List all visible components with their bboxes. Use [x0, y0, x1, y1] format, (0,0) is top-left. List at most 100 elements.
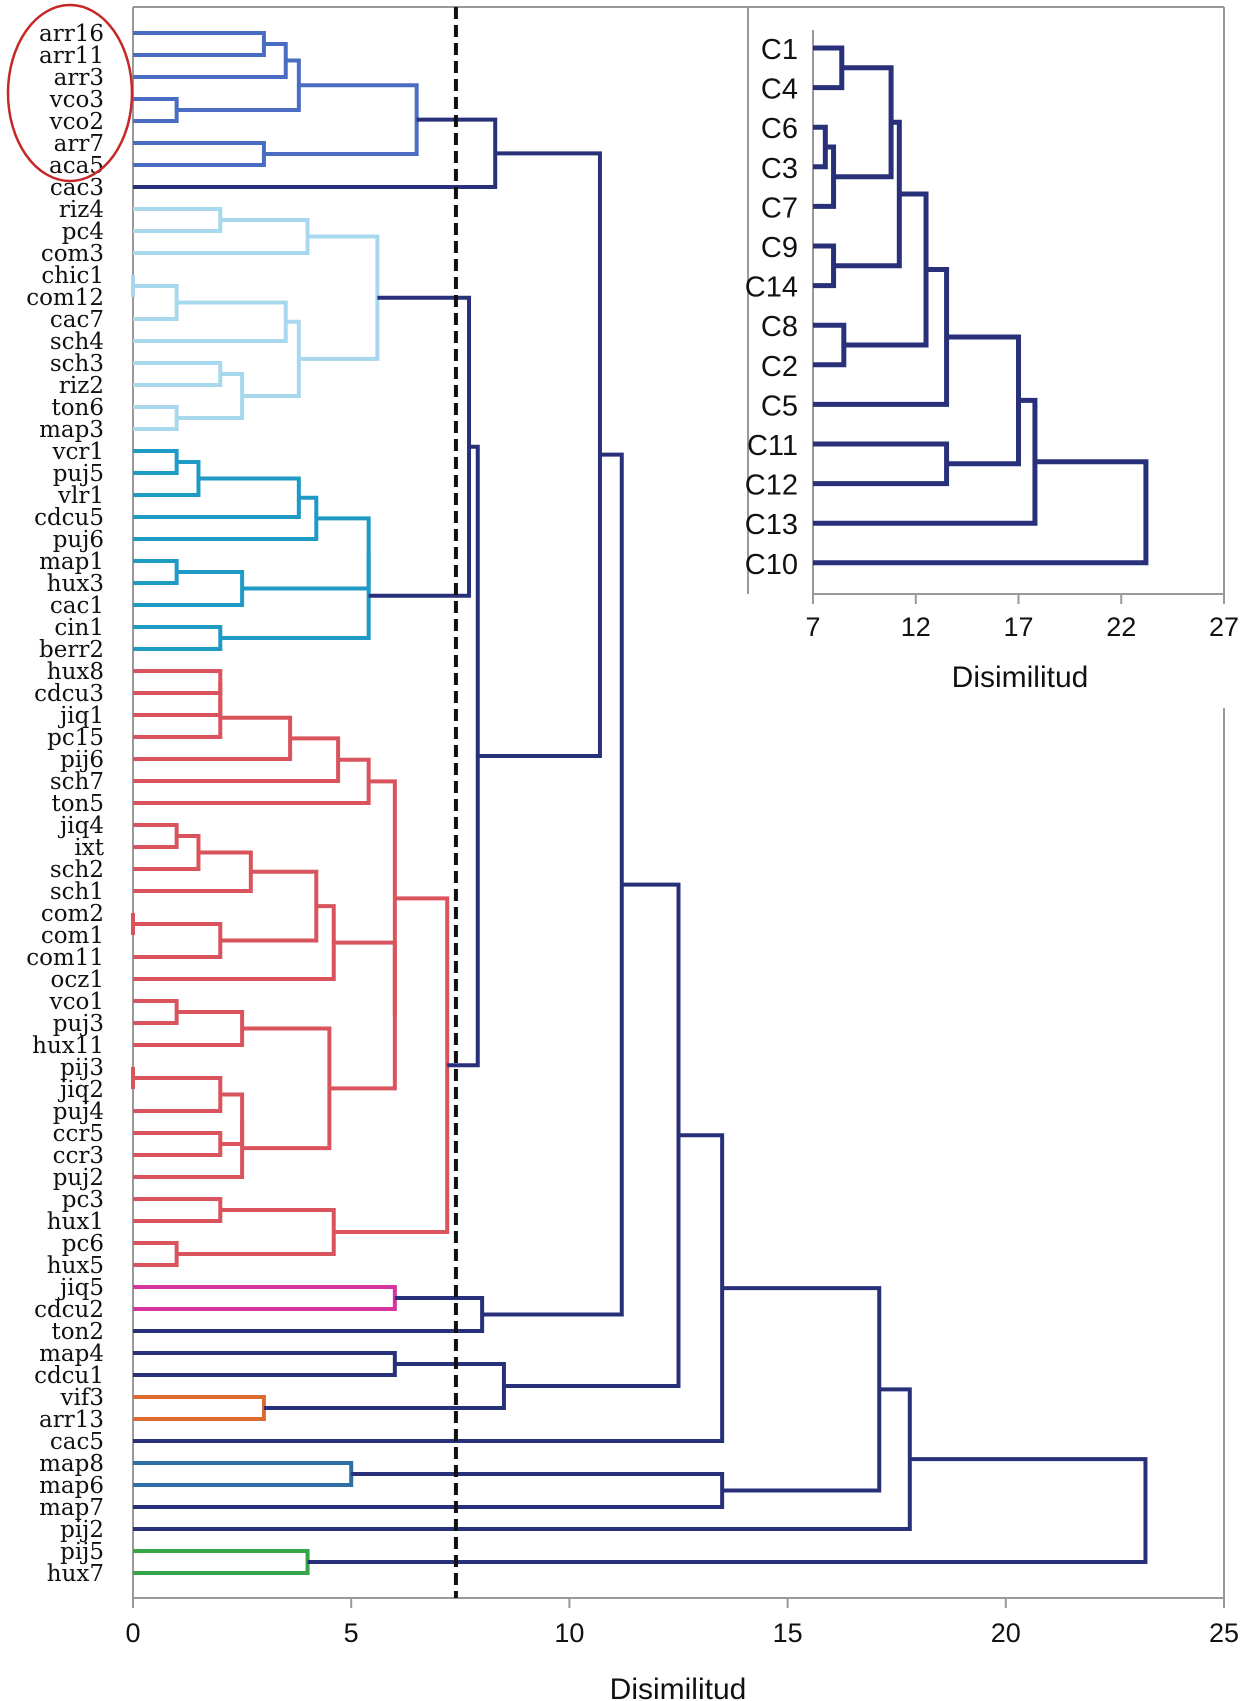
main-link-m7-m55 — [477, 151, 602, 758]
main-leaf-label-vco3: vco3 — [49, 87, 104, 113]
main-link-m28-jiq1 — [133, 682, 223, 717]
main-tick-label-25: 25 — [1209, 1618, 1239, 1648]
main-leaf-label-ton6: ton6 — [51, 395, 104, 421]
main-link-ccr5-ccr3 — [133, 1131, 223, 1157]
main-link-m64-m66 — [722, 1286, 882, 1493]
main-link-m12-m15 — [242, 319, 301, 398]
main-link-m36-m38 — [220, 869, 319, 943]
main-leaf-label-cac1: cac1 — [50, 593, 104, 619]
inset-leaf-label-C8: C8 — [761, 311, 798, 343]
main-link-jiq5-cdcu2 — [133, 1285, 397, 1311]
main-link-m13-m14 — [176, 372, 245, 420]
inset-leaf-labels: C1 C4 C6 C3 C7 C9 C14 C8 C2 C5 C11 C12 C13 C10 — [745, 34, 798, 581]
main-leaf-label-map3: map3 — [39, 417, 104, 443]
main-tick-label-15: 15 — [773, 1618, 803, 1648]
main-leaf-label-cdcu5: cdcu5 — [34, 505, 104, 531]
main-leaf-label-cin1: cin1 — [54, 615, 104, 641]
inset-leaf-label-C11: C11 — [747, 430, 798, 462]
main-leaf-label-jiq5: jiq5 — [57, 1275, 104, 1301]
main-link-map1-hux3 — [133, 559, 179, 585]
main-leaf-label-com3: com3 — [41, 241, 104, 267]
main-leaf-label-ton2: ton2 — [51, 1319, 104, 1345]
main-leaf-label-hux1: hux1 — [47, 1209, 104, 1235]
main-leaf-label-pc15: pc15 — [47, 725, 104, 751]
main-link-m57-ton2 — [133, 1296, 485, 1333]
main-leaf-label-map6: map6 — [39, 1473, 104, 1499]
main-leaf-label-vcr1: vcr1 — [51, 439, 104, 465]
main-leaf-label-cac5: cac5 — [50, 1429, 104, 1455]
inset-dendrogram-links — [813, 45, 1149, 566]
main-tick-label-5: 5 — [344, 1618, 359, 1648]
main-leaf-label-jiq4: jiq4 — [57, 813, 104, 839]
main-leaf-label-pc3: pc3 — [62, 1187, 104, 1213]
main-leaf-label-sch7: sch7 — [50, 769, 104, 795]
main-link-m29-pc15 — [133, 698, 223, 739]
main-leaf-labels: arr16arr11arr3vco3vco2arr7aca5cac3riz4pc… — [26, 21, 105, 1587]
main-leaf-label-ccr3: ccr3 — [53, 1143, 104, 1169]
main-link-m2-m3 — [176, 58, 301, 112]
main-leaf-label-vif3: vif3 — [60, 1385, 105, 1411]
main-leaf-label-map4: map4 — [39, 1341, 104, 1367]
main-leaf-label-arr16: arr16 — [39, 21, 104, 47]
main-link-m33-m49 — [368, 779, 397, 1016]
inset-leaf-label-C6: C6 — [761, 113, 798, 145]
main-leaf-label-com2: com2 — [41, 901, 104, 927]
main-leaf-label-puj6: puj6 — [53, 527, 104, 553]
inset-link-m12-C10 — [813, 459, 1149, 566]
main-link-vco1-puj3 — [133, 999, 179, 1025]
main-leaf-label-hux11: hux11 — [32, 1033, 104, 1059]
main-leaf-label-sch4: sch4 — [50, 329, 104, 355]
main-link-vif3-arr13 — [133, 1395, 266, 1421]
main-link-m19-cdcu5 — [133, 476, 301, 519]
inset-leaf-label-C10: C10 — [745, 549, 798, 581]
main-leaf-label-pij5: pij5 — [60, 1539, 104, 1565]
main-link-m27-m54 — [447, 444, 480, 1068]
main-leaf-label-hux8: hux8 — [47, 659, 104, 685]
main-link-m60-m61 — [263, 1362, 506, 1410]
highlight-ellipse — [6, 3, 134, 183]
inset-tick-label-17: 17 — [1003, 612, 1033, 642]
main-leaf-label-sch3: sch3 — [50, 351, 104, 377]
main-leaf-label-com11: com11 — [26, 945, 104, 971]
main-leaf-label-cdcu1: cdcu1 — [34, 1363, 104, 1389]
main-link-m44-m45 — [220, 1092, 245, 1146]
inset-leaf-label-C14: C14 — [745, 272, 798, 304]
main-x-ticks: 0 5 10 15 20 25 — [125, 1598, 1239, 1648]
main-link-pc6-hux5 — [133, 1241, 179, 1267]
main-leaf-label-vlr1: vlr1 — [57, 483, 104, 509]
main-link-m42-m47 — [242, 1026, 332, 1151]
main-link-pc3-hux1 — [133, 1197, 223, 1223]
main-link-m59-m62 — [503, 882, 681, 1388]
main-leaf-label-com1: com1 — [41, 923, 104, 949]
main-leaf-label-puj4: puj4 — [53, 1099, 104, 1125]
main-link-arr16-arr11 — [133, 31, 266, 57]
main-link-m18-vlr1 — [133, 460, 201, 497]
inset-tick-label-12: 12 — [901, 612, 931, 642]
main-leaf-label-map7: map7 — [39, 1495, 104, 1521]
inset-leaf-label-C3: C3 — [761, 153, 798, 185]
main-leaf-label-pij2: pij2 — [60, 1517, 104, 1543]
main-link-m11-sch4 — [133, 300, 288, 343]
main-link-vco3-vco2 — [133, 97, 179, 123]
inset-x-ticks: 7 12 17 22 27 — [805, 594, 1239, 642]
main-leaf-label-berr2: berr2 — [39, 637, 104, 663]
main-tick-label-0: 0 — [125, 1618, 140, 1648]
main-leaf-label-jiq1: jiq1 — [57, 703, 104, 729]
main-leaf-label-riz2: riz2 — [59, 373, 104, 399]
main-leaf-label-arr11: arr11 — [39, 43, 104, 69]
main-leaf-label-arr7: arr7 — [54, 131, 104, 157]
main-link-riz4-pc4 — [133, 207, 223, 233]
inset-leaf-label-C2: C2 — [761, 351, 798, 383]
main-link-cin1-berr2 — [133, 625, 223, 651]
main-link-hux8-cdcu3 — [133, 669, 223, 695]
main-link-m37-com11 — [133, 922, 223, 959]
main-link-m46-puj2 — [133, 1119, 245, 1179]
main-link-m68-m69 — [307, 1457, 1148, 1564]
main-link-m35-sch1 — [133, 850, 253, 893]
inset-x-axis-title: Disimilitud — [952, 661, 1089, 694]
inset-leaf-label-C9: C9 — [761, 232, 798, 264]
main-leaf-label-riz4: riz4 — [59, 197, 104, 223]
main-link-m10-cac7 — [133, 284, 179, 321]
main-link-m43-puj4 — [133, 1076, 223, 1113]
